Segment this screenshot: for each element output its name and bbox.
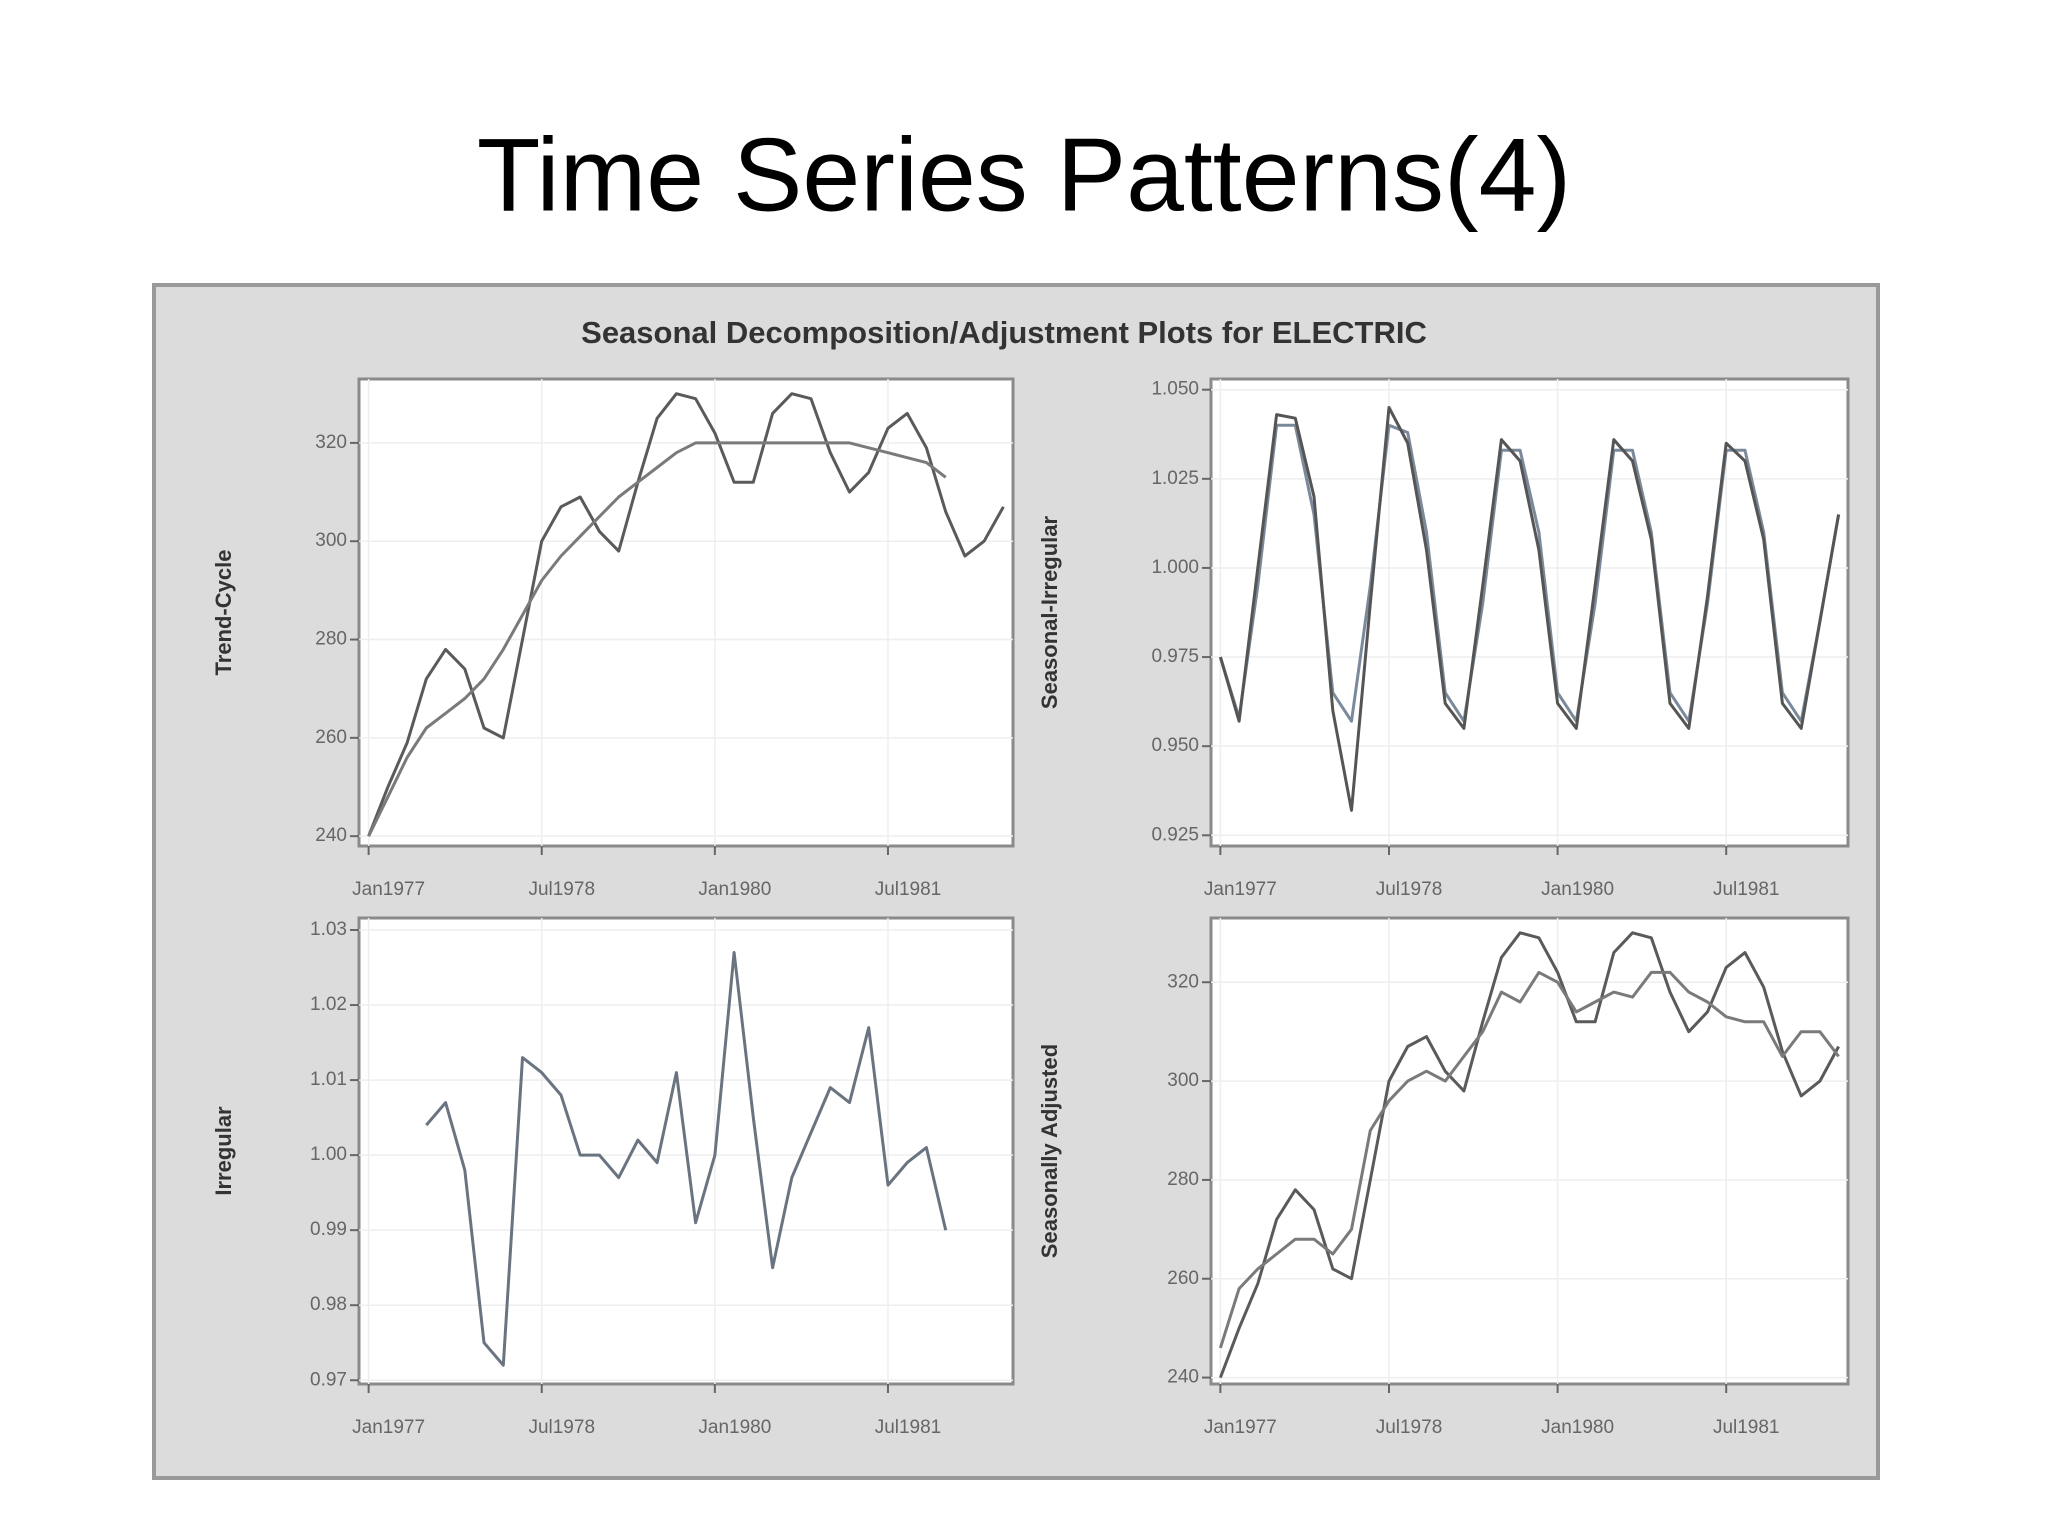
y-tick-label: 260 — [1167, 1268, 1199, 1289]
y-tick-label: 0.99 — [310, 1219, 347, 1240]
series-line — [425, 951, 948, 1367]
y-tick-label: 0.97 — [310, 1369, 347, 1390]
x-tick-label: Jul1981 — [1713, 1417, 1780, 1438]
y-tick-label: 1.03 — [310, 919, 347, 940]
y-tick-label: 240 — [1167, 1367, 1199, 1388]
x-tick-label: Jan1977 — [1204, 1417, 1277, 1438]
x-tick-label: Jul1981 — [875, 879, 942, 900]
x-tick-label: Jan1977 — [352, 1417, 425, 1438]
y-tick-label: 1.01 — [310, 1069, 347, 1090]
y-tick-label: 300 — [1167, 1070, 1199, 1091]
series-line — [1218, 931, 1840, 1379]
y-tick-label: 1.000 — [1151, 557, 1199, 578]
y-tick-label: 1.050 — [1151, 379, 1199, 400]
y-tick-label: 0.925 — [1151, 824, 1199, 845]
x-tick-label: Jul1981 — [875, 1417, 942, 1438]
slide-title: Time Series Patterns(4) — [477, 117, 1571, 233]
x-tick-label: Jul1978 — [1376, 879, 1443, 900]
y-axis-label: Trend-Cycle — [211, 550, 236, 676]
y-tick-label: 0.975 — [1151, 646, 1199, 667]
plot-area — [1209, 377, 1850, 848]
y-axis-label: Seasonal-Irregular — [1037, 515, 1062, 709]
y-tick-label: 240 — [315, 825, 347, 846]
y-tick-label: 320 — [1167, 971, 1199, 992]
x-tick-label: Jul1981 — [1713, 879, 1780, 900]
series-line — [367, 441, 947, 837]
x-tick-label: Jan1980 — [1541, 879, 1614, 900]
y-tick-label: 1.02 — [310, 994, 347, 1015]
y-tick-label: 260 — [315, 727, 347, 748]
x-tick-label: Jul1978 — [528, 879, 595, 900]
series-line — [367, 392, 1005, 837]
figure-title: Seasonal Decomposition/Adjustment Plots … — [581, 315, 1427, 350]
y-tick-label: 1.00 — [310, 1144, 347, 1165]
y-tick-label: 0.950 — [1151, 735, 1199, 756]
series-line — [1218, 406, 1841, 812]
x-tick-label: Jan1977 — [352, 879, 425, 900]
y-tick-label: 1.025 — [1151, 468, 1199, 489]
y-axis-label: Seasonally Adjusted — [1037, 1044, 1062, 1258]
y-tick-label: 0.98 — [310, 1294, 347, 1315]
y-tick-label: 300 — [315, 530, 347, 551]
y-tick-label: 320 — [315, 432, 347, 453]
plot-area — [1209, 916, 1850, 1386]
x-tick-label: Jan1977 — [1204, 879, 1277, 900]
x-tick-label: Jan1980 — [698, 1417, 771, 1438]
x-tick-label: Jan1980 — [698, 879, 771, 900]
y-axis-label: Irregular — [211, 1106, 236, 1196]
x-tick-label: Jul1978 — [528, 1417, 595, 1438]
series-line — [1218, 970, 1840, 1349]
y-tick-label: 280 — [1167, 1169, 1199, 1190]
y-tick-label: 280 — [315, 629, 347, 650]
x-tick-label: Jan1980 — [1541, 1417, 1614, 1438]
x-tick-label: Jul1978 — [1376, 1417, 1443, 1438]
